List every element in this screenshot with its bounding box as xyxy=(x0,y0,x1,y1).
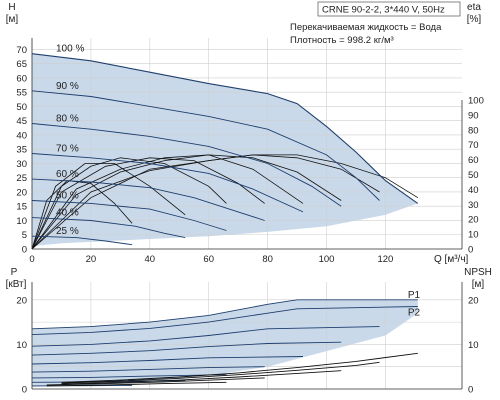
eta-tick-label: 20 xyxy=(468,215,479,226)
top-x-tick-label: 60 xyxy=(203,254,214,265)
power-curve-label: P1 xyxy=(408,290,421,301)
npsh-curve-2 xyxy=(61,361,380,384)
top-y-tick-label: 45 xyxy=(16,116,27,127)
eta-tick-label: 50 xyxy=(468,170,479,181)
npsh-curve-4 xyxy=(46,377,265,386)
head-axis-label: H xyxy=(8,2,15,13)
top-y-tick-label: 30 xyxy=(16,159,27,170)
eta-tick-label: 90 xyxy=(468,110,479,121)
eta-tick-label: 40 xyxy=(468,185,479,196)
eta-tick-label: 60 xyxy=(468,155,479,166)
head-curve-4 xyxy=(31,153,304,213)
head-curve-label: 25 % xyxy=(56,226,79,237)
head-curve-2 xyxy=(31,90,380,201)
eta-tick-label: 30 xyxy=(468,200,479,211)
top-y-tick-label: 70 xyxy=(16,45,27,56)
power-npsh-chart: P1 P2 0 10 20 0 10 20 P[кВт] NPSH[м] xyxy=(6,267,492,396)
eta-tick-label: 100 xyxy=(468,96,484,107)
head-unit-label: [м] xyxy=(6,14,19,25)
head-curve-3 xyxy=(31,123,342,207)
top-y-tick-label: 0 xyxy=(22,245,27,256)
power-curve-5 xyxy=(31,356,304,365)
eta-tick-label: 10 xyxy=(468,230,479,241)
power-envelope xyxy=(32,299,418,387)
top-x-tick-label: 20 xyxy=(86,254,97,265)
power-axis-label: P xyxy=(11,267,18,278)
efficiency-curve-7 xyxy=(31,163,186,250)
model-label: CRNE 90-2-2, 3*440 V, 50Hz xyxy=(322,5,445,16)
power-curve-7 xyxy=(31,374,227,379)
head-curve-label: 60 % xyxy=(56,169,79,180)
efficiency-curve-4 xyxy=(31,154,304,250)
npsh-tick-label: 10 xyxy=(468,340,479,351)
power-curve-2 xyxy=(31,306,418,336)
npsh-tick-label: 20 xyxy=(468,295,479,306)
head-efficiency-chart: 100 % 90 % 80 % 70 % 60 % 50 % 40 % 25 % 0 5 10 15 2… xyxy=(6,1,484,265)
head-curve-label: 40 % xyxy=(56,208,79,219)
npsh-curve-1 xyxy=(61,352,418,383)
head-curve-1 xyxy=(31,53,419,204)
power-curve-4 xyxy=(31,341,342,356)
npsh-axis-label: NPSH xyxy=(464,267,492,278)
head-curve-5 xyxy=(31,178,265,221)
head-curve-8 xyxy=(31,235,133,246)
head-curve-label: 50 % xyxy=(56,191,79,202)
head-curve-6 xyxy=(31,200,227,231)
power-curve-6 xyxy=(31,366,265,373)
eta-tick-label: 70 xyxy=(468,140,479,151)
npsh-tick-label: 0 xyxy=(468,385,473,396)
npsh-unit-label: [м] xyxy=(472,279,485,290)
top-y-tick-label: 60 xyxy=(16,73,27,84)
top-x-tick-label: 120 xyxy=(377,254,393,265)
top-y-tick-label: 65 xyxy=(16,59,27,70)
power-unit-label: [кВт] xyxy=(6,279,27,290)
power-curve-1 xyxy=(31,299,418,330)
flow-axis-label: Q [м³/ч] xyxy=(434,254,469,265)
power-tick-label: 0 xyxy=(22,385,27,396)
npsh-curve-3 xyxy=(61,370,342,385)
liquid-label: Перекачиваемая жидкость = Вода xyxy=(290,22,442,33)
eta-axis-label: eta xyxy=(467,2,481,13)
efficiency-curve-3 xyxy=(31,154,342,250)
model-box xyxy=(317,1,461,17)
eta-unit-label: [%] xyxy=(467,14,482,25)
head-curve-label: 70 % xyxy=(56,143,79,154)
head-curve-label: 100 % xyxy=(56,44,84,55)
head-curve-7 xyxy=(31,217,186,239)
top-y-tick-label: 10 xyxy=(16,216,27,227)
top-y-tick-label: 25 xyxy=(16,173,27,184)
head-curve-label: 90 % xyxy=(56,81,79,92)
eta-tick-label: 0 xyxy=(468,245,473,256)
top-x-tick-label: 40 xyxy=(145,254,156,265)
efficiency-curve-8 xyxy=(31,180,133,250)
top-y-tick-label: 15 xyxy=(16,202,27,213)
eta-tick-label: 80 xyxy=(468,125,479,136)
efficiency-curve-2 xyxy=(31,154,380,250)
top-y-tick-label: 55 xyxy=(16,88,27,99)
operating-envelope xyxy=(32,53,418,247)
top-y-tick-label: 20 xyxy=(16,187,27,198)
npsh-curve-5 xyxy=(46,381,227,387)
density-label: Плотность = 998.2 кг/м³ xyxy=(290,35,394,46)
top-y-tick-label: 5 xyxy=(22,230,27,241)
top-y-tick-label: 35 xyxy=(16,145,27,156)
power-curve-3 xyxy=(31,326,380,347)
top-x-tick-label: 80 xyxy=(262,254,273,265)
top-x-tick-label: 0 xyxy=(29,254,34,265)
power-tick-label: 20 xyxy=(16,295,27,306)
efficiency-curve-5 xyxy=(31,157,265,250)
top-y-tick-label: 40 xyxy=(16,130,27,141)
power-tick-label: 10 xyxy=(16,340,27,351)
head-curve-label: 80 % xyxy=(56,114,79,125)
top-y-tick-label: 50 xyxy=(16,102,27,113)
top-x-tick-label: 100 xyxy=(319,254,335,265)
power-curve-label: P2 xyxy=(408,308,421,319)
